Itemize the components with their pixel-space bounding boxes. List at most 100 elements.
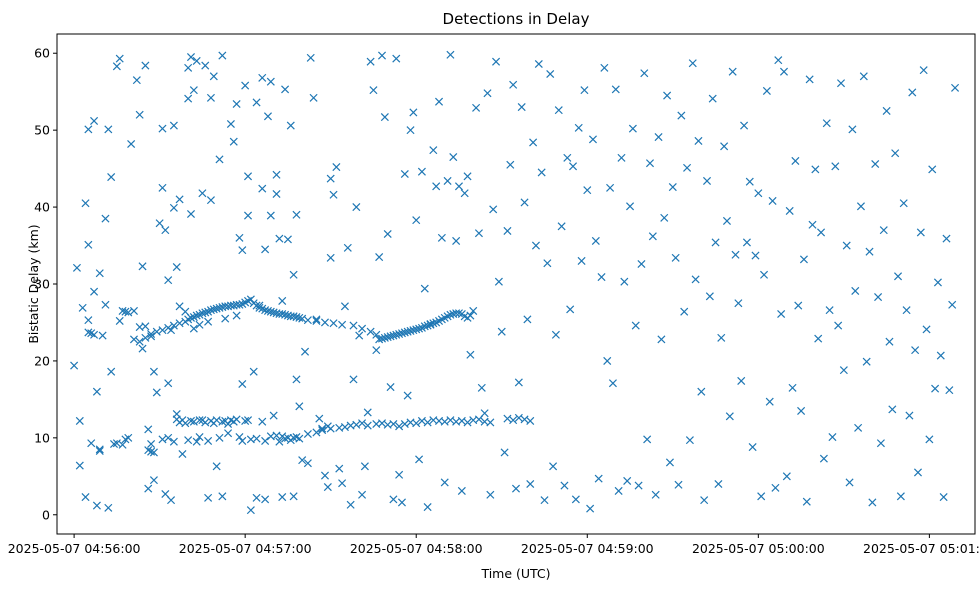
data-point bbox=[380, 113, 389, 122]
data-point bbox=[494, 277, 503, 286]
data-point bbox=[243, 416, 253, 425]
data-point bbox=[825, 306, 834, 315]
data-point bbox=[192, 437, 201, 446]
data-point bbox=[372, 330, 381, 339]
data-point bbox=[127, 139, 136, 149]
data-point bbox=[232, 415, 241, 424]
data-point bbox=[266, 307, 275, 316]
data-point bbox=[731, 250, 740, 259]
data-point bbox=[252, 493, 261, 502]
data-point bbox=[258, 73, 267, 82]
data-point bbox=[281, 434, 290, 443]
data-point bbox=[400, 328, 409, 337]
data-point bbox=[255, 303, 264, 312]
data-point bbox=[84, 125, 93, 134]
data-point bbox=[529, 138, 538, 147]
data-point bbox=[349, 375, 358, 384]
data-point bbox=[794, 301, 803, 310]
data-point bbox=[149, 367, 158, 376]
data-point bbox=[186, 416, 196, 425]
data-point bbox=[557, 222, 566, 231]
data-point bbox=[320, 318, 330, 327]
data-point bbox=[526, 479, 535, 489]
data-point bbox=[831, 162, 840, 171]
data-point bbox=[104, 125, 113, 134]
data-point bbox=[204, 493, 213, 502]
y-tick-label: 50 bbox=[34, 123, 50, 138]
data-point bbox=[332, 163, 341, 172]
data-point bbox=[429, 146, 438, 155]
data-point bbox=[423, 503, 432, 512]
data-point bbox=[933, 278, 942, 287]
data-point bbox=[278, 296, 287, 305]
data-point bbox=[298, 456, 307, 465]
data-point bbox=[243, 172, 253, 181]
data-point bbox=[805, 75, 814, 84]
data-point bbox=[446, 50, 455, 59]
x-tick-label: 2025-05-07 05:01:00 bbox=[863, 541, 979, 556]
data-point bbox=[201, 308, 210, 317]
data-point bbox=[206, 306, 215, 315]
x-tick-label: 2025-05-07 04:56:00 bbox=[8, 541, 141, 556]
data-point bbox=[395, 329, 404, 339]
data-point bbox=[395, 422, 404, 431]
data-point bbox=[124, 433, 133, 442]
data-point bbox=[201, 418, 210, 427]
data-point bbox=[144, 425, 153, 434]
data-point bbox=[258, 417, 267, 426]
data-point bbox=[192, 56, 201, 65]
data-point bbox=[92, 501, 101, 510]
data-point bbox=[395, 470, 404, 479]
data-point bbox=[691, 275, 700, 284]
data-point bbox=[224, 419, 233, 429]
data-point bbox=[238, 246, 247, 255]
data-point bbox=[112, 62, 121, 71]
data-point bbox=[158, 183, 167, 192]
data-point bbox=[178, 449, 187, 459]
data-point bbox=[238, 379, 247, 389]
data-point bbox=[158, 326, 167, 335]
data-point bbox=[566, 305, 575, 314]
data-point bbox=[303, 459, 312, 468]
data-point bbox=[888, 405, 897, 414]
data-point bbox=[554, 106, 563, 115]
data-point bbox=[186, 209, 196, 219]
data-point bbox=[292, 313, 301, 322]
data-point bbox=[549, 462, 558, 471]
data-point bbox=[412, 216, 421, 225]
data-point bbox=[195, 320, 204, 329]
data-point bbox=[323, 483, 332, 492]
data-point bbox=[235, 300, 244, 309]
data-point bbox=[514, 378, 523, 387]
data-point bbox=[218, 492, 227, 501]
data-point bbox=[437, 233, 446, 242]
data-point bbox=[152, 327, 161, 336]
data-point bbox=[882, 106, 891, 115]
data-point bbox=[403, 327, 412, 336]
data-point bbox=[911, 346, 920, 355]
data-point bbox=[215, 433, 224, 442]
data-point bbox=[261, 436, 270, 445]
data-point bbox=[195, 416, 204, 425]
data-point bbox=[680, 307, 689, 316]
data-point bbox=[164, 323, 173, 332]
data-point bbox=[377, 334, 387, 343]
data-point bbox=[269, 308, 278, 317]
data-point bbox=[383, 333, 392, 342]
data-point bbox=[657, 335, 666, 344]
data-point bbox=[899, 199, 908, 208]
data-point bbox=[951, 83, 960, 92]
data-point bbox=[814, 334, 823, 343]
data-point bbox=[754, 189, 763, 198]
data-point bbox=[856, 202, 865, 211]
data-point bbox=[463, 418, 472, 427]
data-point bbox=[175, 319, 184, 328]
data-point bbox=[272, 170, 281, 179]
data-point bbox=[534, 59, 543, 69]
data-point bbox=[186, 313, 196, 322]
data-point bbox=[95, 269, 104, 278]
data-point bbox=[358, 419, 367, 428]
data-point bbox=[663, 91, 672, 100]
data-point bbox=[697, 387, 706, 396]
data-point bbox=[147, 329, 156, 339]
